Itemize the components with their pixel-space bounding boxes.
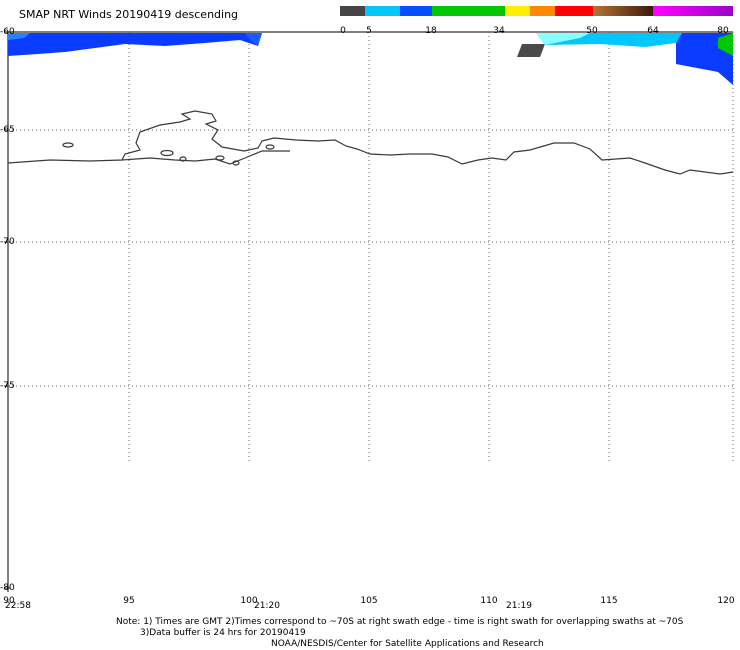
colorbar-label: 50: [586, 26, 598, 36]
lon-label: 95: [123, 596, 135, 606]
colorbar-segment: [530, 6, 555, 16]
map-title: SMAP NRT Winds 20190419 descending: [19, 8, 239, 21]
lat-label: -75: [0, 381, 15, 391]
lat-label: -70: [0, 237, 15, 247]
swath-time-label: 22:58: [5, 601, 31, 611]
wind-swath-left-edge: [245, 33, 262, 46]
wind-swath-right-green: [718, 33, 733, 56]
colorbar-segment: [432, 6, 505, 16]
colorbar-label: 0: [340, 26, 346, 36]
lon-label: 100: [240, 596, 258, 606]
coastline: [7, 110, 734, 175]
coastline-island: [232, 160, 240, 166]
coastline-island: [265, 144, 275, 150]
lat-label: -60: [0, 27, 15, 37]
lon-label: 90: [3, 596, 15, 606]
colorbar-segment: [365, 6, 400, 16]
lon-label: 115: [600, 596, 618, 606]
lat-label: -80: [0, 583, 15, 593]
colorbar-segment: [340, 6, 365, 16]
swath-time-label: 21:20: [254, 601, 280, 611]
swath-time-label: 21:19: [506, 601, 532, 611]
colorbar-segment: [555, 6, 593, 16]
note-line-2: 3)Data buffer is 24 hrs for 20190419: [140, 628, 306, 638]
coastline-inner: [121, 150, 290, 165]
colorbar-label: 64: [647, 26, 659, 36]
lat-label: -65: [0, 125, 15, 135]
coastline-island: [62, 142, 74, 148]
colorbar-segment: [593, 6, 653, 16]
wind-swath-left-light: [8, 33, 30, 40]
wind-swath-right-cyan-light: [536, 33, 590, 45]
wind-swath-right-dark: [517, 44, 545, 57]
colorbar-segment: [505, 6, 530, 16]
colorbar-segment: [400, 6, 432, 16]
colorbar-label: 80: [717, 26, 729, 36]
coastline-island: [179, 156, 187, 162]
credit-line: NOAA/NESDIS/Center for Satellite Applica…: [271, 639, 544, 649]
colorbar-label: 5: [366, 26, 372, 36]
note-line-1: Note: 1) Times are GMT 2)Times correspon…: [116, 617, 684, 627]
colorbar-label: 34: [493, 26, 505, 36]
colorbar-label: 18: [425, 26, 437, 36]
coastline-island: [160, 149, 174, 157]
lon-label: 105: [360, 596, 378, 606]
colorbar-segment: [653, 6, 733, 16]
wind-speed-colorbar: 0 5 18 34 50 64 80: [340, 6, 733, 36]
lon-label: 110: [480, 596, 498, 606]
coastline-island: [215, 155, 225, 161]
lon-label: 120: [717, 596, 735, 606]
wind-swath-left: [8, 33, 262, 56]
